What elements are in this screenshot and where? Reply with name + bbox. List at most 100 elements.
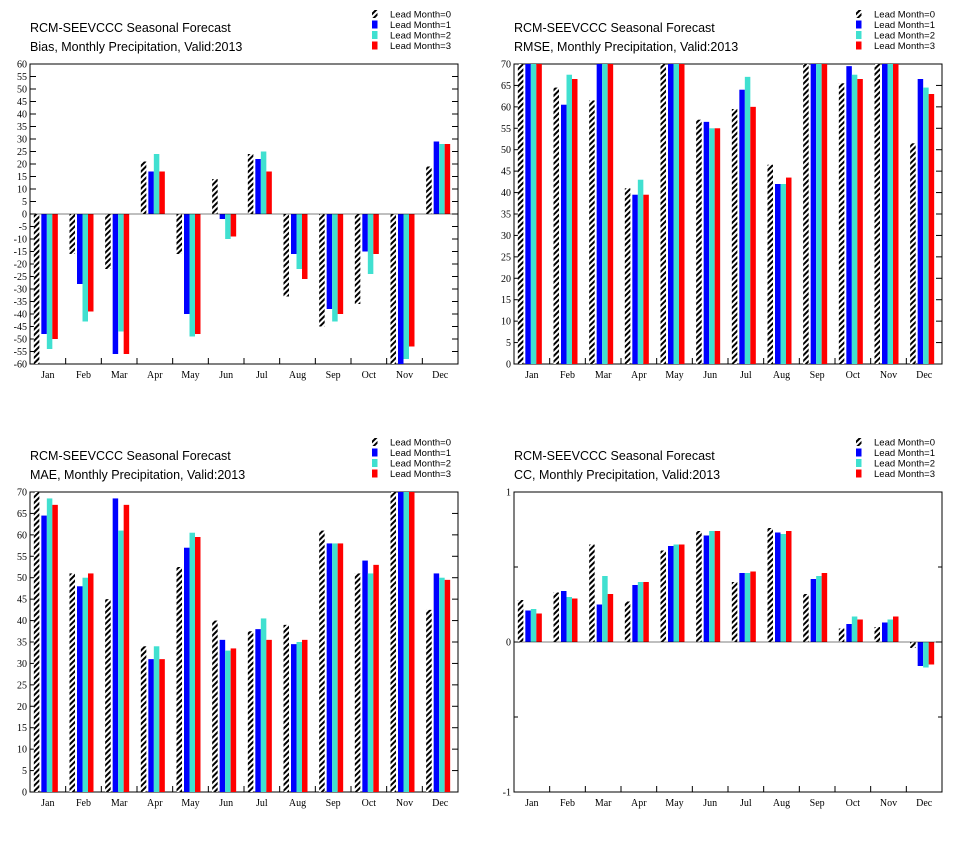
y-tick-label: 55 [17,72,27,83]
bar [775,184,781,364]
y-tick-label: 30 [17,659,27,670]
chart-subtitle: Bias, Monthly Precipitation, Valid:2013 [30,40,242,54]
x-tick-label: Jan [525,798,538,809]
mae-chart: RCM-SEEVCCC Seasonal Forecast MAE, Monthl… [17,438,459,809]
bar [225,650,231,792]
bar [731,109,738,364]
y-tick-label: 40 [501,188,511,199]
bar [572,79,578,364]
bar [846,624,852,642]
bar [46,498,53,792]
bar [247,631,254,792]
bar [225,214,231,239]
bar [153,646,160,792]
bar [433,573,440,792]
legend-swatch [372,41,378,50]
x-tick-label: Oct [362,798,377,809]
y-tick-label: 30 [17,135,27,146]
bar [283,624,289,792]
y-tick-label: 45 [501,167,511,178]
bar [326,214,333,309]
chart-subtitle: MAE, Monthly Precipitation, Valid:2013 [30,468,245,482]
bar [714,531,721,642]
x-tick-label: Dec [432,798,449,809]
bar [637,582,644,642]
bar [33,214,40,364]
y-tick-label: -60 [14,360,27,371]
bar [112,498,119,792]
bar [596,64,603,364]
bar [668,546,674,642]
bar [255,159,261,214]
bar [112,214,119,354]
bar [750,106,756,364]
legend-swatch [372,459,378,467]
x-tick-label: Mar [595,798,612,809]
legend-label: Lead Month=2 [390,459,451,470]
x-tick-label: Jul [740,798,752,809]
bar [810,579,817,642]
y-tick-label: -35 [14,297,27,308]
bar [403,492,409,792]
bar [390,214,396,364]
legend-label: Lead Month=1 [874,448,935,459]
bar [283,214,289,297]
bar [874,64,880,364]
bar [589,544,595,642]
bar [337,214,344,314]
legend-swatch [856,20,862,29]
bar [846,66,852,365]
bar [319,214,325,327]
bar [77,586,83,792]
y-tick-label: 60 [17,530,27,541]
legend-label: Lead Month=0 [874,438,935,449]
legend-swatch [856,469,862,478]
y-tick-label: 70 [17,488,27,499]
bar [367,573,374,792]
y-tick-label: 0 [506,360,511,371]
y-tick-label: -50 [14,335,27,346]
bar [337,543,344,792]
bar [744,573,751,642]
bar [910,642,916,648]
bar [821,64,828,364]
x-tick-label: Jun [703,370,717,381]
bar [780,534,786,642]
bar [624,188,631,364]
bar [212,179,218,214]
y-tick-label: -40 [14,310,27,321]
bar [398,492,404,792]
legend-swatch [372,31,378,39]
rmse-chart: RCM-SEEVCCC Seasonal Forecast RMSE, Month… [501,10,943,381]
bar [398,214,404,364]
legend-label: Lead Month=3 [874,469,935,480]
x-tick-label: Dec [916,798,933,809]
legend-swatch [856,438,862,446]
x-tick-label: Jun [219,798,233,809]
y-tick-label: 55 [17,552,27,563]
legend-swatch [856,10,862,18]
y-tick-label: -10 [14,235,27,246]
y-tick-label: 65 [501,81,511,92]
x-tick-label: Sep [326,798,341,809]
bar [247,154,254,214]
cc-chart: RCM-SEEVCCC Seasonal Forecast CC, Monthly… [503,438,943,809]
bar [696,531,702,642]
x-tick-label: Nov [880,370,897,381]
legend-label: Lead Month=0 [874,10,935,21]
legend-label: Lead Month=1 [390,20,451,31]
y-tick-label: 35 [17,638,27,649]
bar [643,194,649,364]
bar [444,579,451,792]
bar [739,89,745,364]
bar [923,87,929,365]
bar [714,128,721,364]
y-tick-label: 5 [22,766,27,777]
bar [153,154,160,214]
bar [887,619,893,642]
bar [893,616,899,642]
bar [184,214,190,314]
bar [589,100,595,364]
bar [816,576,822,642]
y-tick-label: 5 [22,197,27,208]
